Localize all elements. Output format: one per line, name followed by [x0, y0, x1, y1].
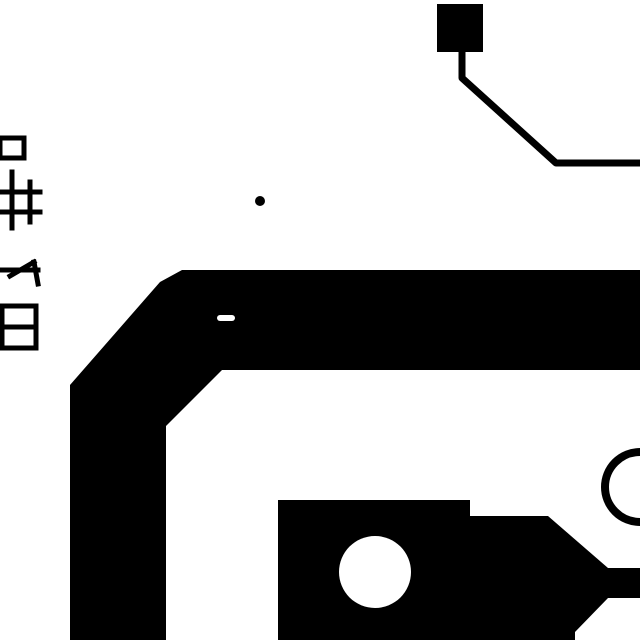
trace-notch	[217, 315, 235, 321]
edge-ring	[601, 448, 640, 526]
thin-trace	[458, 52, 640, 167]
thick-trace	[70, 270, 640, 640]
square-pad-icon	[437, 4, 483, 52]
component-pad	[278, 500, 640, 640]
small-dot	[255, 196, 265, 206]
round-hole-icon	[339, 536, 411, 608]
silkscreen-glyphs-icon	[0, 135, 43, 351]
